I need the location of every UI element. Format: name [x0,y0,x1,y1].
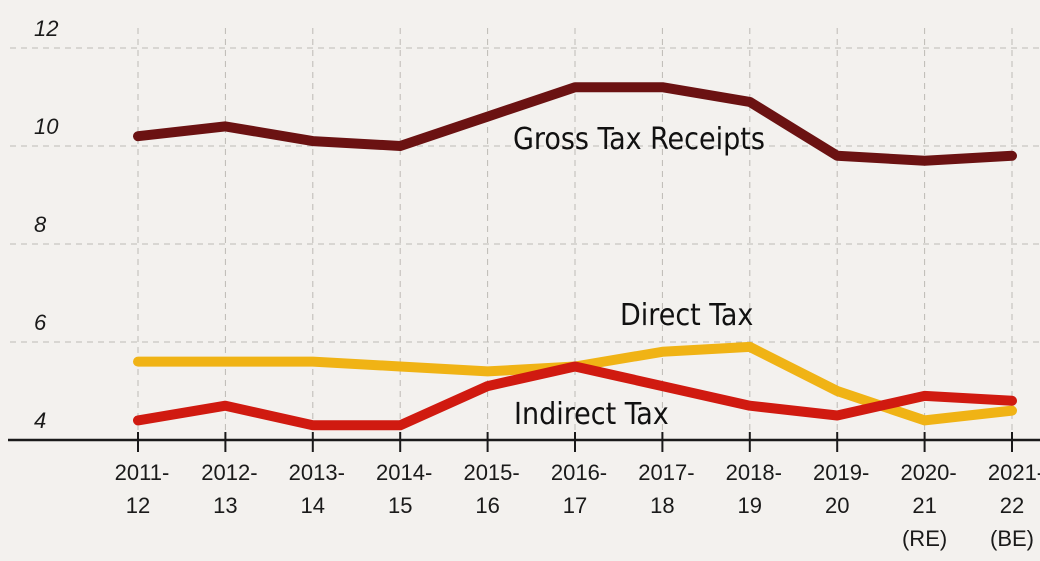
x-tick-label: 2011- [115,460,170,485]
y-tick-label: 8 [34,212,47,237]
x-tick-label: 2020- [900,460,956,485]
x-tick-label: 16 [475,493,499,518]
x-tick-label: 17 [563,493,587,518]
x-tick-label: 2017- [638,460,694,485]
x-tick-label: 2018- [726,460,782,485]
series-lines [133,82,1017,431]
x-tick-label: (BE) [990,526,1034,551]
x-tick-label: 12 [126,493,150,518]
grid [10,28,1040,440]
x-tick-label: 18 [650,493,674,518]
series-label-direct-tax: Direct Tax [620,298,753,333]
series-label-indirect-tax: Indirect Tax [514,397,669,432]
x-tick-label: 14 [301,493,325,518]
y-tick-label: 12 [34,16,58,41]
x-tick-label: 2019- [813,460,869,485]
x-tick-label: 2015- [463,460,519,485]
series-label-gross-tax-receipts: Gross Tax Receipts [513,122,765,157]
y-tick-label: 4 [34,408,46,433]
y-axis-ticks: 12 10 8 6 4 [34,16,59,433]
y-tick-label: 10 [34,114,59,139]
x-tick-label: 19 [738,493,762,518]
x-tick-label: 2014- [376,460,432,485]
x-tick-label: 2021- [988,460,1040,485]
x-tick-label: 2016- [551,460,607,485]
x-tick-label: 13 [213,493,237,518]
x-tick-label: 15 [388,493,412,518]
y-tick-label: 6 [34,310,47,335]
x-axis-ticks: 2011- 12 2012- 13 2013- 14 2014- 15 2015- 16 2016-… [115,432,1040,551]
series-line-indirect-tax [133,361,1017,431]
x-tick-label: 2013- [289,460,345,485]
x-tick-label: 21 [912,493,936,518]
x-tick-label: 2012- [201,460,257,485]
x-tick-label: 20 [825,493,849,518]
x-tick-label: 22 [1000,493,1024,518]
x-tick-label: (RE) [902,526,947,551]
series-line-gross-tax-receipts [133,82,1017,166]
